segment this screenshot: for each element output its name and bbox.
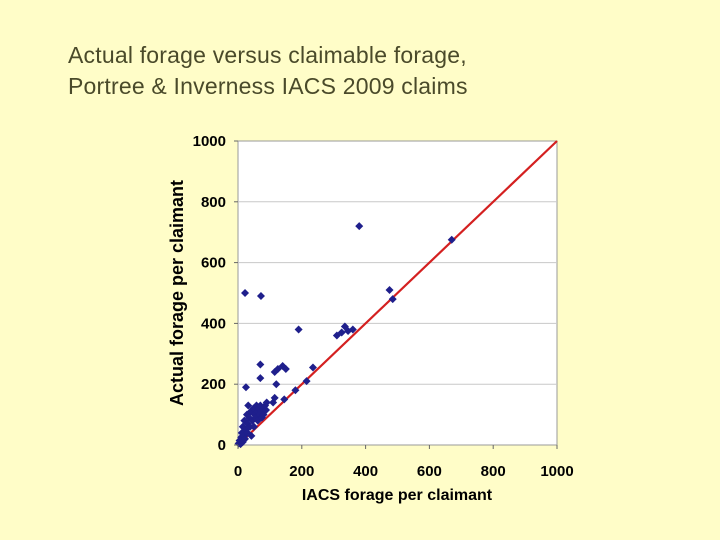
- data-point: [280, 395, 289, 404]
- data-point: [241, 383, 250, 392]
- data-point: [249, 422, 258, 431]
- slide-title-line-1: Actual forage versus claimable forage,: [68, 42, 467, 68]
- data-point: [248, 416, 257, 425]
- gridlines: [238, 201, 557, 385]
- data-point: [302, 377, 311, 386]
- data-point: [256, 292, 265, 301]
- y-axis-title: Actual forage per claimant: [167, 180, 187, 406]
- y-axis-ticks: 0 200 400 600 800 1000: [193, 133, 238, 454]
- data-point: [294, 325, 303, 334]
- y-tick-label: 400: [201, 315, 226, 332]
- data-point: [244, 401, 253, 410]
- y-tick-label: 1000: [193, 133, 226, 150]
- data-point: [337, 328, 346, 337]
- slide-title: Actual forage versus claimable forage, P…: [68, 40, 688, 102]
- data-points: [234, 222, 456, 449]
- x-axis-title: IACS forage per claimant: [302, 487, 493, 504]
- data-point: [241, 434, 250, 443]
- data-point: [241, 289, 250, 297]
- data-point: [251, 413, 260, 422]
- data-point: [247, 431, 256, 440]
- data-point: [281, 365, 290, 373]
- data-point: [262, 406, 271, 415]
- data-point: [385, 285, 394, 294]
- y-tick-label: 800: [201, 194, 226, 211]
- data-point: [256, 374, 265, 383]
- x-tick-label: 600: [417, 463, 442, 480]
- data-point: [249, 404, 258, 413]
- data-point: [388, 295, 397, 304]
- y-tick-label: 0: [218, 437, 226, 454]
- data-point: [348, 325, 357, 334]
- data-point: [270, 393, 279, 402]
- y-tick-label: 600: [201, 255, 226, 272]
- data-point: [262, 398, 271, 407]
- x-tick-label: 200: [289, 463, 314, 480]
- slide-title-line-2: Portree & Inverness IACS 2009 claims: [68, 73, 468, 99]
- data-point: [291, 386, 300, 395]
- data-point: [256, 360, 265, 369]
- data-point: [355, 222, 364, 231]
- x-tick-label: 800: [481, 463, 506, 480]
- x-tick-label: 0: [234, 463, 242, 480]
- y-tick-label: 200: [201, 376, 226, 393]
- x-axis-ticks: 0 200 400 600 800 1000: [234, 445, 574, 480]
- x-tick-label: 1000: [540, 463, 573, 480]
- data-point: [447, 235, 456, 244]
- x-tick-label: 400: [353, 463, 378, 480]
- reference-line-y-equals-x: [237, 140, 558, 446]
- data-point: [272, 380, 281, 389]
- data-point: [308, 363, 317, 372]
